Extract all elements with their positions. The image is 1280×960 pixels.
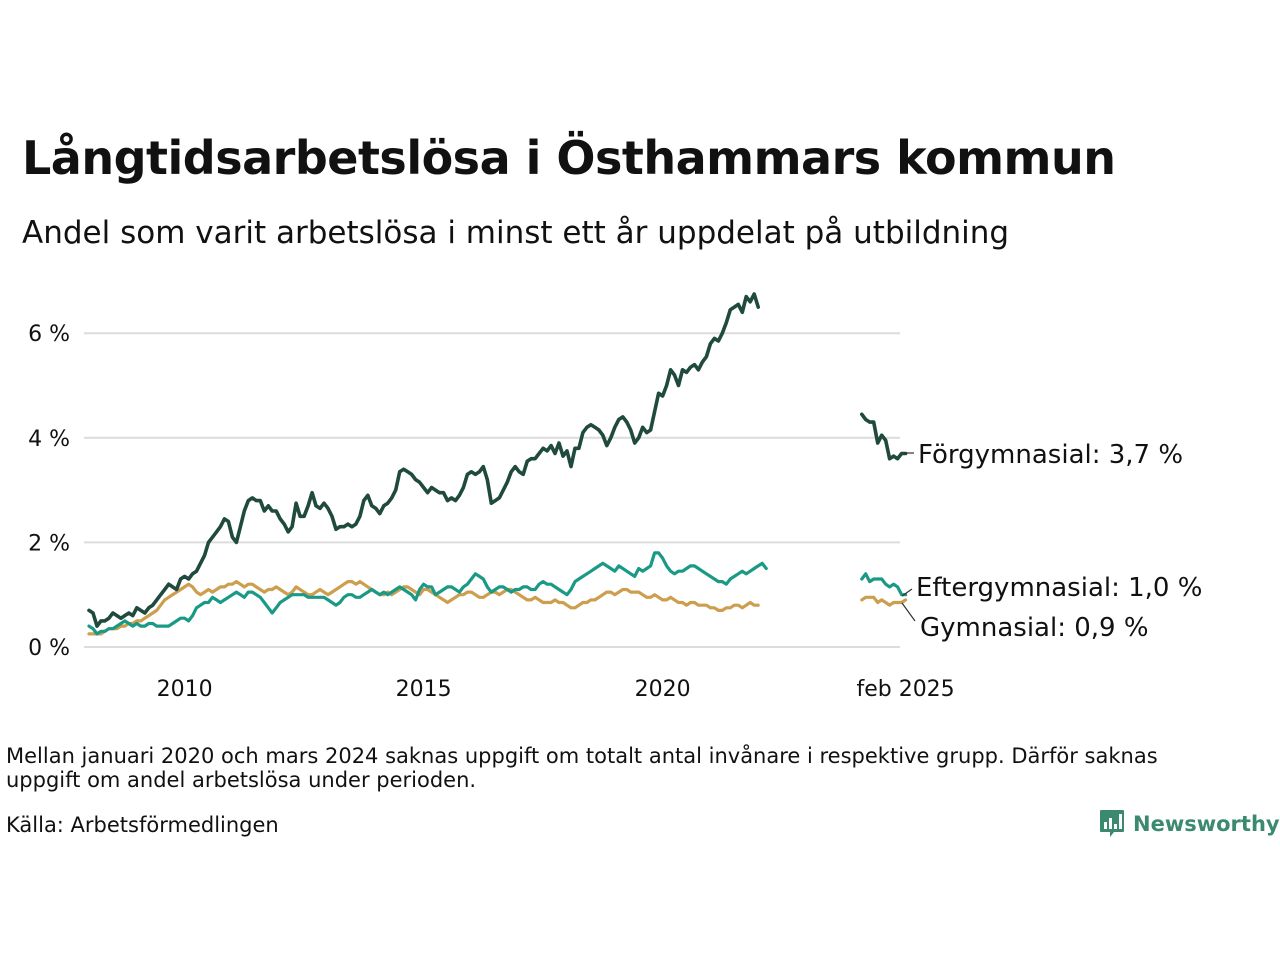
chart-subtitle: Andel som varit arbetslösa i minst ett å… <box>22 215 1010 251</box>
label-leader-line <box>901 602 916 622</box>
gridlines <box>84 332 900 648</box>
y-tick-label: 0 % <box>28 636 70 661</box>
series-end-label-gymnasial: Gymnasial: 0,9 % <box>920 613 1149 643</box>
series-line-eftergymnasial <box>860 572 908 597</box>
bar-chart-logo-icon <box>1100 810 1124 837</box>
chart-title: Långtidsarbetslösa i Östhammars kommun <box>22 131 1116 185</box>
y-axis-ticks: 0 % 2 % 4 % 6 % <box>28 322 70 661</box>
x-tick-label: feb 2025 <box>856 677 954 702</box>
series-line-gymnasial <box>87 579 760 636</box>
series-lines <box>87 292 908 636</box>
series-line-forgymnasial <box>859 412 908 461</box>
brand-name: Newsworthy <box>1133 812 1280 836</box>
label-leader-line <box>901 588 913 597</box>
series-line-forgymnasial <box>87 292 761 628</box>
y-tick-label: 2 % <box>28 531 70 556</box>
series-end-label-forgymnasial: Förgymnasial: 3,7 % <box>918 440 1183 470</box>
x-tick-label: 2020 <box>635 677 691 702</box>
newsworthy-logo: Newsworthy <box>1099 809 1280 839</box>
y-tick-label: 6 % <box>28 322 70 347</box>
x-axis-ticks: 2010 2015 2020 feb 2025 <box>157 677 955 702</box>
series-end-label-eftergymnasial: Eftergymnasial: 1,0 % <box>916 573 1202 603</box>
y-tick-label: 4 % <box>28 427 70 452</box>
x-tick-label: 2010 <box>157 677 213 702</box>
x-tick-label: 2015 <box>396 677 452 702</box>
series-line-eftergymnasial <box>87 551 768 636</box>
source-note: Källa: Arbetsförmedlingen <box>6 813 279 837</box>
end-labels: Förgymnasial: 3,7 % Eftergymnasial: 1,0 %… <box>901 440 1202 643</box>
series-line-gymnasial <box>860 595 908 607</box>
footnote: Mellan januari 2020 och mars 2024 saknas… <box>6 744 1158 792</box>
line-chart: 0 % 2 % 4 % 6 % 2010 2015 2020 feb 2025 Förgym… <box>28 292 1202 702</box>
